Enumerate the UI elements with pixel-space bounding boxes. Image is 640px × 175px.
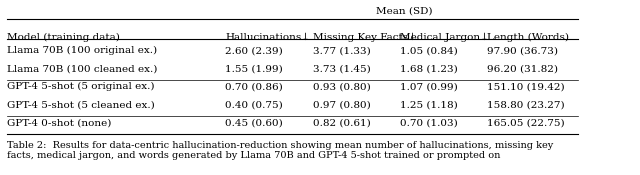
Text: Llama 70B (100 cleaned ex.): Llama 70B (100 cleaned ex.)	[7, 64, 157, 73]
Text: 0.93 (0.80): 0.93 (0.80)	[313, 82, 371, 91]
Text: Llama 70B (100 original ex.): Llama 70B (100 original ex.)	[7, 46, 157, 55]
Text: 0.97 (0.80): 0.97 (0.80)	[313, 100, 371, 109]
Text: 0.45 (0.60): 0.45 (0.60)	[225, 118, 284, 128]
Text: 0.70 (0.86): 0.70 (0.86)	[225, 82, 284, 91]
Text: 1.55 (1.99): 1.55 (1.99)	[225, 64, 284, 73]
Text: Mean (SD): Mean (SD)	[376, 6, 433, 16]
Text: 3.73 (1.45): 3.73 (1.45)	[313, 64, 371, 73]
Text: 96.20 (31.82): 96.20 (31.82)	[488, 64, 558, 73]
Text: 97.90 (36.73): 97.90 (36.73)	[488, 46, 558, 55]
Text: 1.68 (1.23): 1.68 (1.23)	[400, 64, 458, 73]
Text: GPT-4 5-shot (5 cleaned ex.): GPT-4 5-shot (5 cleaned ex.)	[7, 100, 155, 109]
Text: 0.82 (0.61): 0.82 (0.61)	[313, 118, 371, 128]
Text: 0.70 (1.03): 0.70 (1.03)	[400, 118, 458, 128]
Text: 2.60 (2.39): 2.60 (2.39)	[225, 46, 284, 55]
Text: Missing Key Facts↓: Missing Key Facts↓	[313, 32, 417, 42]
Text: Model (training data): Model (training data)	[7, 32, 120, 41]
Text: 3.77 (1.33): 3.77 (1.33)	[313, 46, 371, 55]
Text: GPT-4 0-shot (none): GPT-4 0-shot (none)	[7, 118, 111, 128]
Text: GPT-4 5-shot (5 original ex.): GPT-4 5-shot (5 original ex.)	[7, 82, 155, 92]
Text: 158.80 (23.27): 158.80 (23.27)	[488, 100, 565, 109]
Text: 1.05 (0.84): 1.05 (0.84)	[400, 46, 458, 55]
Text: Table 2:  Results for data-centric hallucination-reduction showing mean number o: Table 2: Results for data-centric halluc…	[7, 141, 554, 160]
Text: 1.07 (0.99): 1.07 (0.99)	[400, 82, 458, 91]
Text: 151.10 (19.42): 151.10 (19.42)	[488, 82, 565, 91]
Text: Hallucinations↓: Hallucinations↓	[225, 32, 310, 41]
Text: 0.40 (0.75): 0.40 (0.75)	[225, 100, 284, 109]
Text: 165.05 (22.75): 165.05 (22.75)	[488, 118, 565, 128]
Text: Medical Jargon↓: Medical Jargon↓	[400, 32, 489, 42]
Text: 1.25 (1.18): 1.25 (1.18)	[400, 100, 458, 109]
Text: Length (Words): Length (Words)	[488, 32, 570, 41]
